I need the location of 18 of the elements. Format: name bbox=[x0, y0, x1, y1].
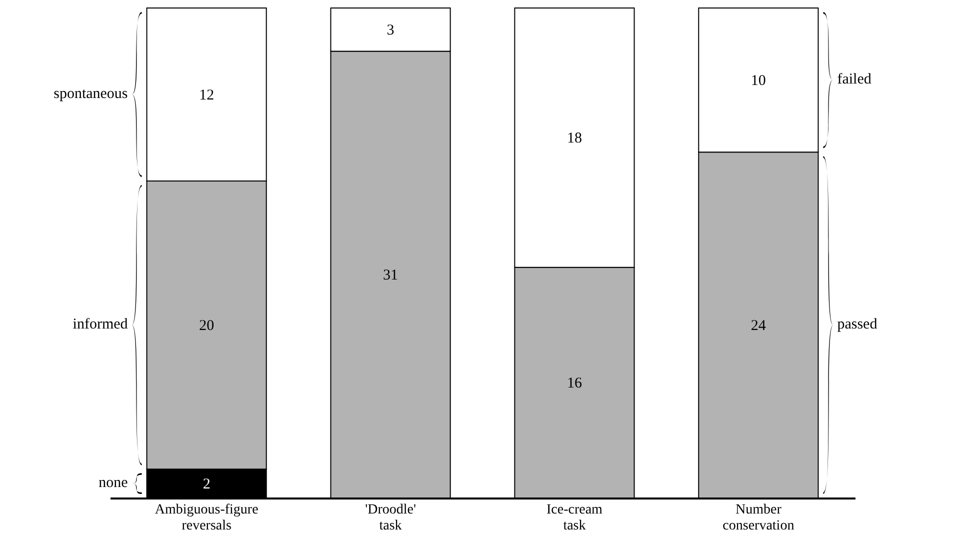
data-label: 2 bbox=[202, 476, 210, 493]
series-label: spontaneous bbox=[54, 86, 128, 102]
data-label: 10 bbox=[750, 73, 766, 90]
data-label: 18 bbox=[566, 130, 582, 147]
x-tick-label: Number conservation bbox=[722, 502, 794, 534]
data-label: 16 bbox=[566, 376, 582, 392]
data-label: 31 bbox=[383, 268, 398, 284]
data-label: 24 bbox=[750, 318, 766, 334]
legend-label: none bbox=[98, 475, 128, 492]
data-label: 20 bbox=[199, 318, 214, 334]
series-label: informed bbox=[72, 316, 128, 332]
data-label: 3 bbox=[386, 22, 394, 39]
series-label: failed bbox=[837, 71, 872, 88]
data-label: 12 bbox=[199, 87, 214, 104]
x-tick-label: Ambiguous-figure reversals bbox=[154, 502, 258, 534]
x-tick-label: 'Droodle' task bbox=[365, 502, 416, 534]
x-tick-label: Ice-cream task bbox=[546, 502, 603, 534]
series-label: passed bbox=[837, 316, 878, 332]
